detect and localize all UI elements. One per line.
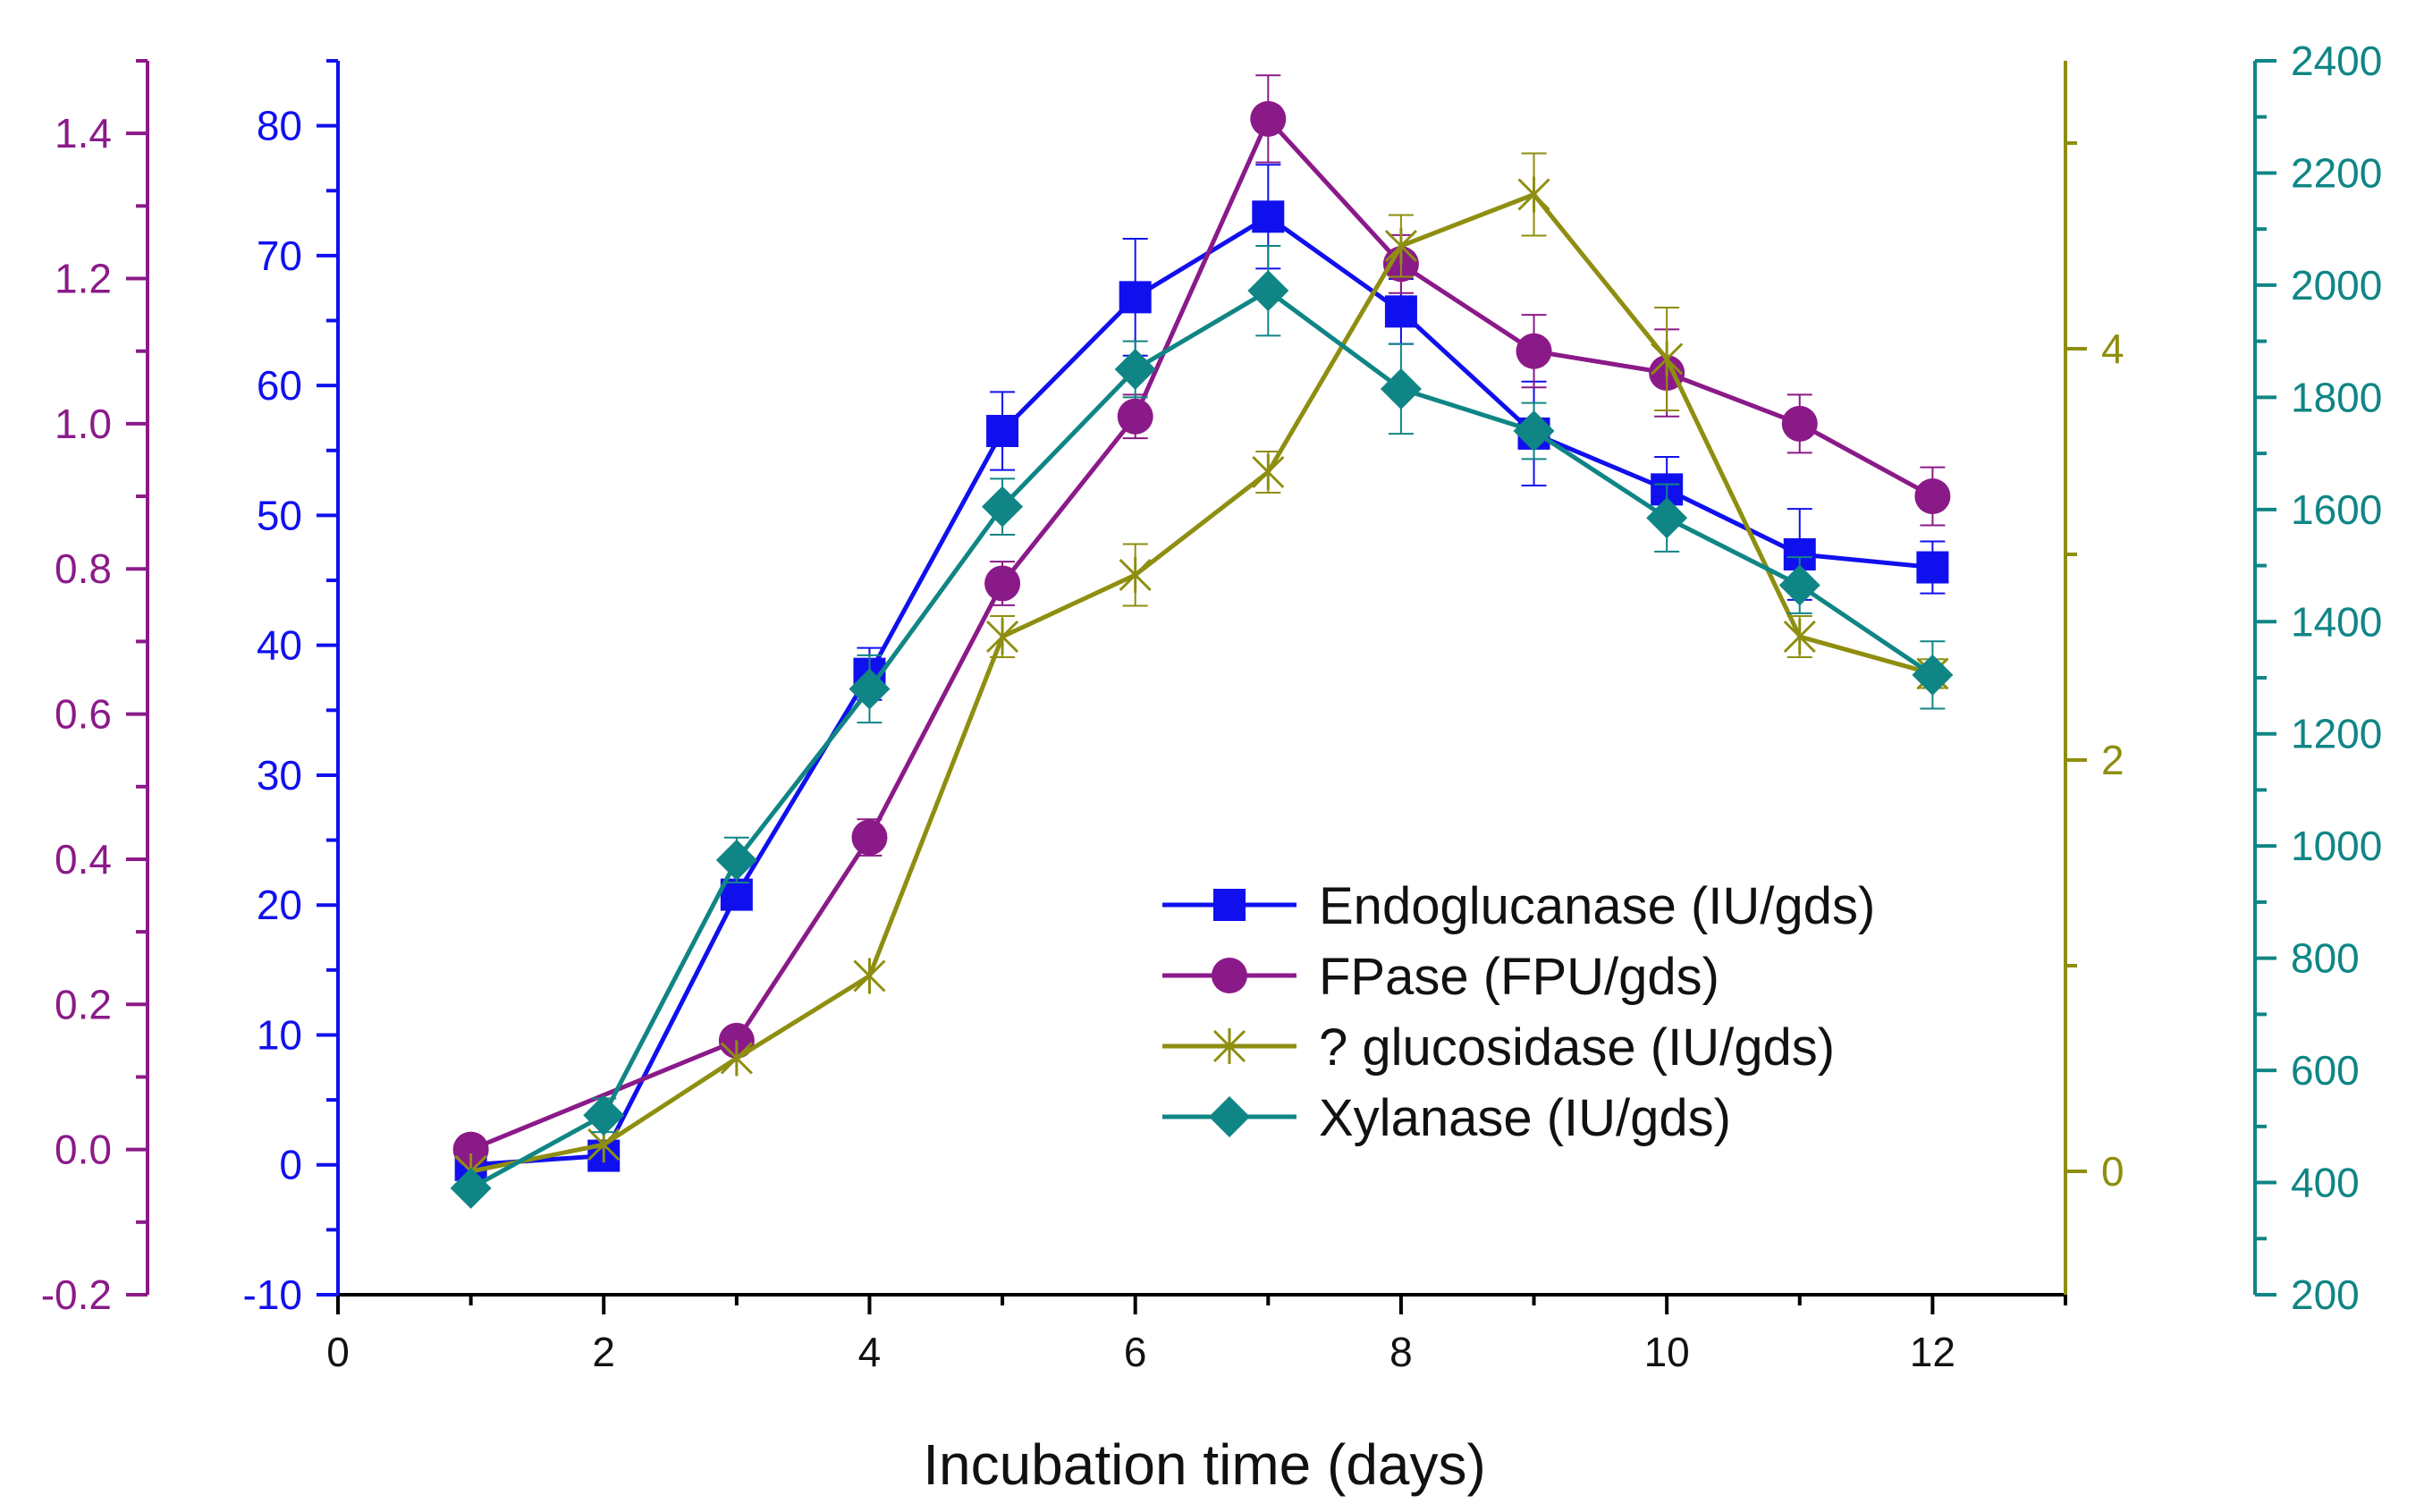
series-circle [452,74,1951,1168]
legend-marker-diamond [1209,1096,1250,1137]
data-point-square [1119,281,1152,314]
data-point-asterisk [1517,176,1550,213]
series-line [470,214,1933,1168]
xylanase-tick-label: 1000 [2291,823,2382,869]
data-point-diamond [1114,349,1156,390]
xylanase-tick-label: 200 [2291,1271,2360,1318]
legend-label: FPase (FPU/gds) [1319,948,1719,1006]
xylanase-tick-label: 800 [2291,935,2360,982]
data-point-circle [1250,100,1287,137]
endo-tick-label: 50 [257,492,302,538]
data-point-square [1252,200,1285,233]
glucosidase-tick-label: 0 [2101,1148,2124,1195]
legend-item: Endoglucanase (IU/gds) [1162,877,1875,935]
data-point-asterisk [853,958,886,994]
fpase-tick-label: 1.2 [55,256,112,302]
data-point-circle [984,565,1021,602]
fpase-tick-label: 0.8 [55,545,112,592]
x-tick-label: 12 [1910,1329,1955,1375]
data-point-diamond [982,486,1024,528]
data-point-diamond [849,668,891,710]
legend-marker-square [1213,889,1246,921]
data-point-asterisk [1783,619,1816,655]
endo-tick-label: 30 [257,752,302,798]
xylanase-tick-label: 1600 [2291,486,2382,533]
xylanase-tick-label: 1800 [2291,374,2382,420]
xylanase-tick-label: 2400 [2291,38,2382,84]
legend-marker-asterisk [1212,1028,1246,1064]
xylanase-tick-label: 1400 [2291,598,2382,645]
fpase-tick-label: 1.0 [55,401,112,447]
xylanase-tick-label: 1200 [2291,711,2382,757]
data-point-square [1916,551,1949,584]
endo-tick-label: 20 [257,882,302,928]
data-point-circle [1117,398,1153,435]
x-tick-label: 2 [592,1329,615,1375]
fpase-tick-label: -0.2 [41,1271,112,1318]
series-line [469,288,1934,1191]
data-point-square [986,415,1019,447]
data-point-asterisk [1651,341,1684,377]
data-point-diamond [715,839,757,881]
data-point-circle [851,819,888,856]
data-point-asterisk [1119,557,1152,593]
legend-item: ? glucosidase (IU/gds) [1162,1018,1835,1077]
data-point-diamond [583,1094,625,1136]
series-asterisk [454,152,1949,1189]
x-tick-label: 8 [1389,1329,1413,1375]
legend-label: Xylanase (IU/gds) [1319,1089,1731,1147]
fpase-tick-label: 0.0 [55,1127,112,1173]
legend-label: Endoglucanase (IU/gds) [1319,877,1875,935]
legend: Endoglucanase (IU/gds) FPase (FPU/gds) ? g… [1162,877,1875,1147]
data-point-diamond [1380,367,1422,410]
data-point-circle [1516,333,1552,369]
data-point-asterisk [720,1040,753,1077]
data-point-circle [1914,478,1951,515]
xylanase-tick-label: 400 [2291,1160,2360,1206]
xylanase-tick-label: 2200 [2291,149,2382,196]
data-point-asterisk [1252,454,1285,490]
x-tick-label: 0 [326,1329,350,1375]
glucosidase-tick-label: 2 [2101,737,2124,783]
series-diamond [450,245,1954,1209]
xylanase-tick-label: 600 [2291,1047,2360,1094]
legend-item: FPase (FPU/gds) [1162,948,1719,1006]
data-point-diamond [1646,497,1688,539]
data-point-diamond [450,1167,492,1209]
data-point-square [1384,295,1417,328]
endo-tick-label: 10 [257,1011,302,1058]
series-line [470,191,1934,1174]
data-point-circle [452,1131,489,1168]
endo-tick-label: 0 [279,1142,302,1188]
data-point-asterisk [1384,228,1417,264]
data-point-diamond [1778,564,1820,606]
fpase-tick-label: 0.6 [55,691,112,738]
data-point-asterisk [986,619,1019,655]
endo-tick-label: -10 [243,1271,302,1318]
legend-marker-circle [1212,958,1247,993]
xylanase-tick-label: 2000 [2291,262,2382,308]
endo-tick-label: 80 [257,103,302,149]
glucosidase-tick-label: 4 [2101,325,2124,372]
data-point-diamond [1513,410,1555,452]
fpase-tick-label: 1.4 [55,110,112,156]
endo-tick-label: 60 [257,362,302,409]
fpase-tick-label: 0.2 [55,981,112,1027]
x-axis-title: Incubation time (days) [923,1432,1486,1497]
legend-label: ? glucosidase (IU/gds) [1319,1018,1835,1077]
legend-item: Xylanase (IU/gds) [1162,1089,1731,1147]
x-tick-label: 4 [858,1329,882,1375]
x-tick-label: 6 [1124,1329,1147,1375]
axes-layer: 0 2 4 6 8 10 12 -0.2 0.0 0.2 0.4 0.6 0.8 1.0 1.2 1.4 -10… [41,38,2383,1375]
x-tick-label: 10 [1644,1329,1690,1375]
data-point-diamond [1247,270,1289,312]
data-point-diamond [1912,654,1954,696]
data-point-circle [1781,405,1818,442]
fpase-tick-label: 0.4 [55,836,112,883]
endo-tick-label: 40 [257,622,302,669]
endo-tick-label: 70 [257,232,302,279]
series-layer [450,74,1954,1209]
